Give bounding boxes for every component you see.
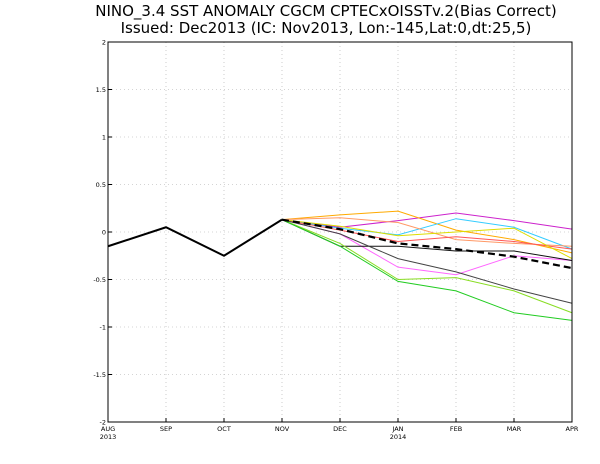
x-year-label: 2014 bbox=[390, 433, 407, 441]
ensemble-member-line-11 bbox=[281, 219, 573, 321]
series-lines bbox=[107, 210, 573, 321]
ensemble-mean-line bbox=[281, 218, 573, 270]
observed-line bbox=[107, 218, 283, 257]
y-tick-label: 1 bbox=[102, 134, 106, 142]
x-tick-label: NOV bbox=[275, 425, 290, 433]
x-tick-label: AUG bbox=[101, 425, 115, 433]
ensemble-member-line-1 bbox=[281, 212, 573, 230]
grid-lines bbox=[108, 42, 572, 422]
x-tick-label: OCT bbox=[217, 425, 231, 433]
y-tick-label: -1.5 bbox=[93, 371, 106, 379]
y-tick-label: -1 bbox=[100, 324, 106, 332]
y-tick-label: -0.5 bbox=[93, 276, 106, 284]
ensemble-member-line-2 bbox=[281, 210, 573, 254]
ensemble-member-line-4 bbox=[281, 217, 573, 247]
y-tick-label: 0.5 bbox=[96, 181, 106, 189]
chart-title: NINO_3.4 SST ANOMALY CGCM CPTECxOISSTv.2… bbox=[95, 2, 557, 21]
y-tick-label: -2 bbox=[100, 419, 106, 427]
x-tick-label: JAN bbox=[391, 425, 403, 433]
chart-subtitle: Issued: Dec2013 (IC: Nov2013, Lon:-145,L… bbox=[121, 19, 532, 37]
x-tick-label: FEB bbox=[450, 425, 462, 433]
x-tick-label: DEC bbox=[333, 425, 347, 433]
y-tick-label: 1.5 bbox=[96, 86, 106, 94]
x-year-label: 2013 bbox=[100, 433, 117, 441]
ensemble-member-line-6 bbox=[281, 219, 573, 260]
y-tick-label: 2 bbox=[102, 39, 106, 47]
x-tick-label: MAR bbox=[507, 425, 522, 433]
y-tick-label: 0 bbox=[102, 229, 106, 237]
ensemble-member-line-10 bbox=[281, 219, 573, 314]
x-tick-label: SEP bbox=[160, 425, 172, 433]
x-tick-label: APR bbox=[566, 425, 579, 433]
ensemble-member-line-9 bbox=[281, 219, 573, 304]
